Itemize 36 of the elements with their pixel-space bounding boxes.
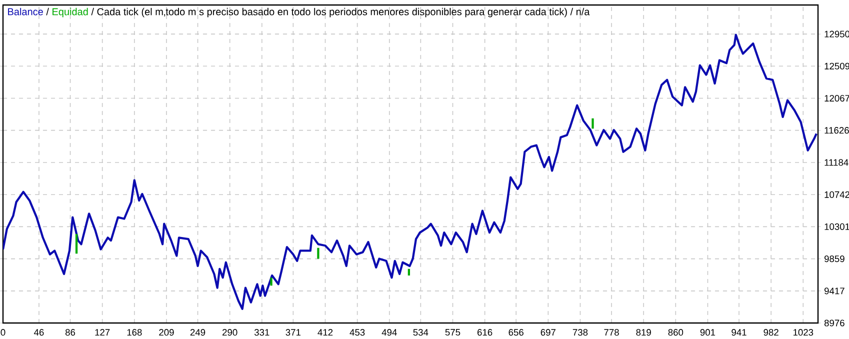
- y-tick-label: 11626: [824, 127, 849, 134]
- text: Equidad: [52, 8, 88, 18]
- annotation: /: [46, 8, 49, 16]
- y-tick-label: 9859: [824, 256, 844, 262]
- x-tick-label: 168: [127, 329, 142, 336]
- x-tick-label: 616: [478, 329, 492, 336]
- y-tick-label: 8976: [824, 320, 844, 326]
- text: Balance: [8, 8, 43, 16]
- x-tick-label: 778: [604, 329, 619, 336]
- x-tick-label: 46: [34, 329, 44, 336]
- x-tick-label: 494: [382, 329, 397, 336]
- x-tick-label: 0: [0, 329, 6, 336]
- x-tick-label: 290: [222, 329, 238, 336]
- x-tick-label: 697: [540, 329, 556, 336]
- line-series: [3, 34, 818, 310]
- x-tick-label: 412: [318, 329, 333, 336]
- x-tick-label: 331: [254, 329, 270, 336]
- x-tick-label: 656: [508, 329, 524, 336]
- chart-subtitle: / Cada tick (el m‚todo m s preciso basado en todo los periodos menores disponibles para generar cada tick) / n/a: [91, 8, 590, 18]
- x-tick-label: 575: [445, 329, 460, 336]
- x-tick-label: 371: [286, 329, 300, 336]
- x-tick-label: 819: [636, 329, 651, 336]
- x-tick-label: 127: [95, 329, 110, 336]
- x-tick-label: 901: [700, 329, 716, 336]
- x-tick-label: 738: [572, 329, 588, 336]
- x-tick-label: 249: [190, 329, 206, 336]
- x-tick-label: 860: [668, 329, 684, 336]
- x-tick-label: 209: [159, 329, 174, 336]
- y-tick-label: 11184: [824, 159, 848, 166]
- x-tick-label: 534: [413, 329, 428, 336]
- x-tick-label: 982: [764, 329, 778, 336]
- x-tick-label: 941: [732, 329, 746, 336]
- y-tick-label: 9417: [824, 288, 844, 294]
- x-tick-label: 453: [350, 329, 365, 336]
- x-tick-label: 86: [65, 329, 76, 336]
- x-tick-label: 1023: [793, 329, 814, 336]
